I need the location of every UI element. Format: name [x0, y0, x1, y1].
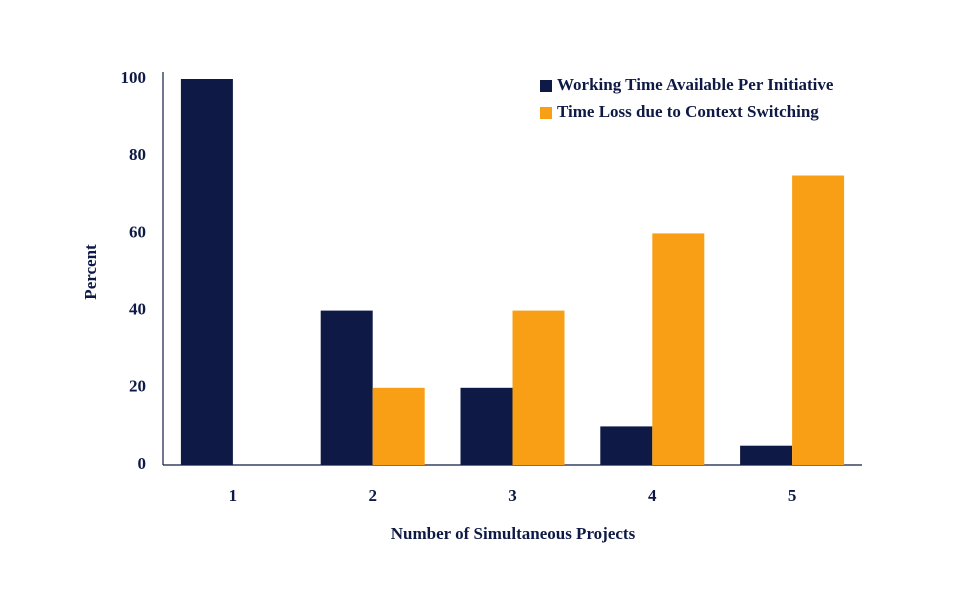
bar	[460, 387, 513, 465]
y-tick-label: 20	[129, 377, 146, 396]
y-tick-label: 40	[129, 300, 146, 319]
x-tick-label: 4	[648, 486, 657, 505]
x-tick-label: 1	[229, 486, 238, 505]
x-tick-label: 3	[508, 486, 517, 505]
legend-label: Working Time Available Per Initiative	[557, 75, 834, 94]
x-axis-title: Number of Simultaneous Projects	[391, 524, 636, 543]
x-tick-label: 2	[368, 486, 377, 505]
x-tick-label: 5	[788, 486, 797, 505]
bar	[652, 233, 705, 465]
bar	[320, 310, 373, 465]
bar	[180, 79, 233, 465]
bar	[372, 387, 425, 465]
legend-swatch	[540, 107, 552, 119]
bar	[600, 426, 653, 465]
y-tick-label: 0	[138, 454, 147, 473]
legend-label: Time Loss due to Context Switching	[557, 102, 819, 121]
bar	[512, 310, 565, 465]
bar	[792, 175, 845, 465]
y-axis-title: Percent	[81, 244, 100, 300]
y-tick-label: 80	[129, 145, 146, 164]
bar	[740, 445, 793, 465]
y-tick-label: 60	[129, 222, 146, 241]
y-tick-label: 100	[121, 68, 147, 87]
legend-swatch	[540, 80, 552, 92]
